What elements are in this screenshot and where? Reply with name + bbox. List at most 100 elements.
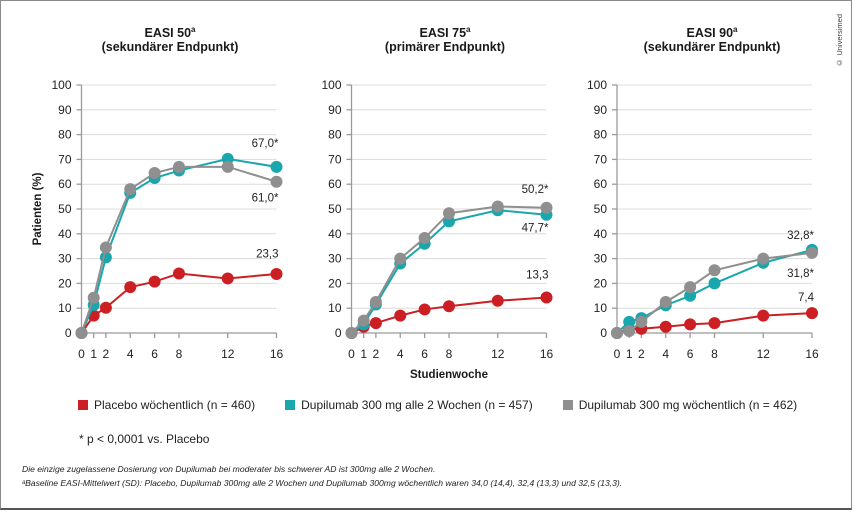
data-point-qw xyxy=(270,175,283,188)
data-point-placebo xyxy=(491,294,504,307)
data-point-qw xyxy=(623,325,636,338)
x-tick-label: 16 xyxy=(540,347,554,361)
x-tick-label: 12 xyxy=(757,347,771,361)
y-tick-label: 30 xyxy=(594,252,608,266)
y-tick-label: 0 xyxy=(65,326,72,340)
series-qw xyxy=(75,160,283,339)
x-tick-label: 8 xyxy=(446,347,453,361)
y-tick-label: 50 xyxy=(58,202,72,216)
data-point-placebo xyxy=(806,307,818,320)
y-tick-label: 50 xyxy=(594,202,608,216)
x-tick-label: 4 xyxy=(127,347,134,361)
y-tick-label: 10 xyxy=(594,301,608,315)
y-tick-label: 80 xyxy=(328,128,342,142)
x-tick-label: 6 xyxy=(687,347,694,361)
data-point-qw xyxy=(491,200,504,213)
data-label: 32,8* xyxy=(787,230,814,242)
data-point-qw xyxy=(87,291,100,304)
data-point-qw xyxy=(99,241,112,254)
y-tick-label: 70 xyxy=(328,152,342,166)
data-point-placebo xyxy=(173,267,185,280)
y-tick-label: 70 xyxy=(594,152,608,166)
data-point-qw xyxy=(540,201,553,214)
data-point-placebo xyxy=(221,272,234,285)
y-tick-label: 90 xyxy=(594,103,608,117)
data-point-q2w xyxy=(623,315,636,328)
x-tick-label: 8 xyxy=(711,347,718,361)
data-label: 23,3 xyxy=(256,248,278,260)
data-point-qw xyxy=(806,246,818,259)
chart-panel-3: EASI 90a(sekundärer Endpunkt) 0 10 20 30 40 50… xyxy=(587,25,819,361)
data-point-qw xyxy=(757,252,770,265)
chart-title: EASI 75a xyxy=(419,25,471,40)
legend-item-placebo: Placebo wöchentlich (n = 460) xyxy=(78,398,255,412)
data-point-placebo xyxy=(708,317,721,330)
data-point-q2w xyxy=(270,160,283,173)
y-tick-label: 30 xyxy=(328,252,342,266)
y-tick-label: 20 xyxy=(58,276,72,290)
x-tick-label: 0 xyxy=(614,347,621,361)
y-tick-label: 20 xyxy=(594,276,608,290)
data-point-placebo xyxy=(124,281,137,294)
x-tick-label: 16 xyxy=(805,347,819,361)
series-line-placebo xyxy=(80,272,277,334)
chart-subtitle: (sekundärer Endpunkt) xyxy=(644,40,781,54)
x-tick-label: 12 xyxy=(221,347,235,361)
chart-title: EASI 90a xyxy=(686,25,738,40)
series-line-q2w xyxy=(350,209,547,334)
data-point-qw xyxy=(635,315,648,328)
data-point-placebo xyxy=(659,320,672,333)
y-tick-label: 40 xyxy=(58,227,72,241)
data-point-placebo xyxy=(270,267,283,280)
y-tick-label: 100 xyxy=(321,78,341,92)
legend-item-q2w: Dupilumab 300 mg alle 2 Wochen (n = 457) xyxy=(285,398,533,412)
series-qw xyxy=(611,246,818,339)
x-tick-label: 16 xyxy=(270,347,284,361)
data-point-qw xyxy=(369,296,382,308)
y-tick-label: 60 xyxy=(594,177,608,191)
legend-label-placebo: Placebo wöchentlich (n = 460) xyxy=(94,398,256,412)
data-point-placebo xyxy=(394,309,407,322)
data-point-placebo xyxy=(540,291,553,304)
x-tick-label: 1 xyxy=(90,347,97,361)
y-tick-label: 50 xyxy=(328,202,342,216)
significance-note: * p < 0,0001 vs. Placebo xyxy=(79,432,210,446)
data-label: 50,2* xyxy=(522,184,549,196)
data-label: 13,3 xyxy=(526,269,548,281)
data-label: 67,0* xyxy=(252,138,279,150)
data-point-placebo xyxy=(757,309,770,322)
footnote-dosage: Die einzige zugelassene Dosierung von Du… xyxy=(22,464,436,474)
x-tick-label: 1 xyxy=(626,347,633,361)
data-point-placebo xyxy=(418,303,431,316)
y-tick-label: 10 xyxy=(58,301,72,315)
y-tick-label: 90 xyxy=(58,103,72,117)
x-tick-label: 4 xyxy=(662,347,669,361)
data-point-placebo xyxy=(443,300,455,313)
x-tick-label: 0 xyxy=(78,347,85,361)
y-tick-label: 40 xyxy=(594,227,608,241)
data-point-qw xyxy=(75,327,88,339)
data-label: 7,4 xyxy=(798,292,815,304)
y-tick-label: 30 xyxy=(58,252,72,266)
data-point-qw xyxy=(221,160,234,173)
series-placebo xyxy=(75,267,283,339)
x-axis-label: Studienwoche xyxy=(410,369,488,381)
y-axis-label: Patienten (%) xyxy=(32,172,44,245)
y-tick-label: 20 xyxy=(328,276,342,290)
data-point-qw xyxy=(357,314,370,327)
data-point-qw xyxy=(418,232,431,245)
x-tick-label: 0 xyxy=(348,347,355,361)
legend: Placebo wöchentlich (n = 460) Dupilumab … xyxy=(78,398,827,412)
series-line-qw xyxy=(80,165,277,334)
data-point-placebo xyxy=(148,275,161,288)
x-tick-label: 6 xyxy=(151,347,158,361)
x-tick-label: 12 xyxy=(491,347,505,361)
data-point-qw xyxy=(148,167,161,180)
chart-panel-2: EASI 75a(primärer Endpunkt)0102030405060… xyxy=(321,25,553,381)
data-point-q2w xyxy=(708,277,721,290)
chart-subtitle: (sekundärer Endpunkt) xyxy=(102,40,239,54)
y-tick-label: 10 xyxy=(328,301,342,315)
y-tick-label: 40 xyxy=(328,227,342,241)
data-point-qw xyxy=(173,160,185,173)
